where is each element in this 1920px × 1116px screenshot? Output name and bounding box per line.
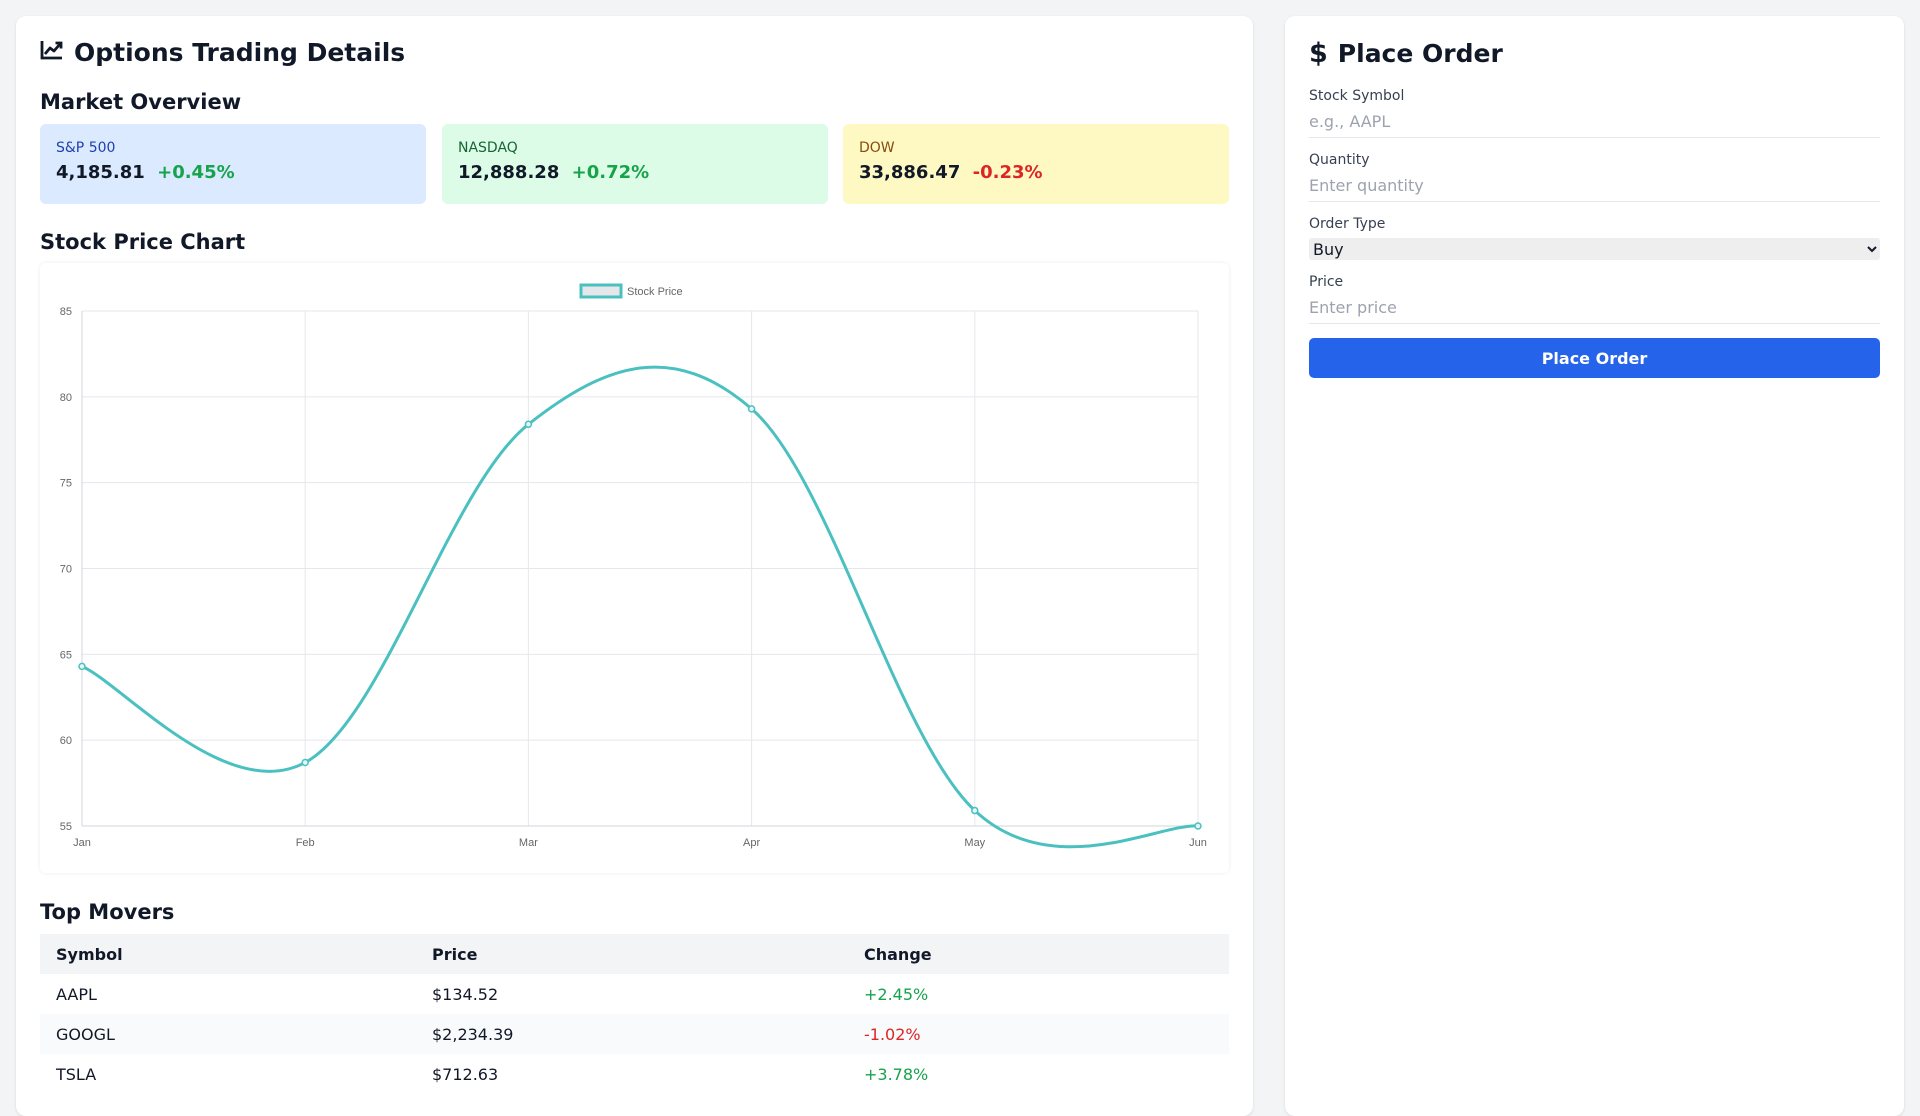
- page-title: Options Trading Details: [40, 38, 405, 67]
- column-header-price[interactable]: Price: [416, 934, 848, 974]
- x-tick-label: May: [964, 837, 985, 849]
- place-order-title: $ Place Order: [1309, 38, 1503, 69]
- symbol-label: Stock Symbol: [1309, 88, 1405, 104]
- top-movers-table: Symbol Price Change AAPL $134.52 +2.45% …: [40, 934, 1229, 1094]
- x-tick-label: Mar: [519, 837, 538, 849]
- order-type-label: Order Type: [1309, 216, 1386, 232]
- index-name: S&P 500: [56, 140, 116, 156]
- chart-line-icon: [40, 38, 64, 67]
- price-cell: $712.63: [432, 1064, 499, 1084]
- stock-price-chart-svg: 55 60 65 70 75 80 85 Jan Feb Mar Apr May Jun Stock Pr…: [60, 283, 1207, 849]
- x-tick-label: Jan: [73, 837, 91, 849]
- y-tick-label: 70: [60, 564, 72, 576]
- y-tick-label: 65: [60, 649, 72, 661]
- stock-price-chart[interactable]: 55 60 65 70 75 80 85 Jan Feb Mar Apr May Jun Stock Pr…: [40, 263, 1229, 873]
- order-form: Stock Symbol Quantity Order Type Buy Pri…: [1309, 88, 1880, 378]
- column-header-symbol[interactable]: Symbol: [40, 934, 416, 974]
- stock-symbol-input[interactable]: [1309, 110, 1880, 138]
- change-cell: +3.78%: [864, 1064, 929, 1084]
- index-name: DOW: [859, 140, 895, 156]
- index-change: +0.72%: [571, 162, 650, 183]
- market-overview-cards: S&P 500 4,185.81 +0.45% NASDAQ 12,888.28…: [40, 124, 1229, 204]
- y-tick-label: 75: [60, 478, 72, 490]
- chart-title: Stock Price Chart: [40, 230, 246, 254]
- index-name: NASDAQ: [458, 140, 518, 156]
- place-order-title-text: Place Order: [1337, 39, 1503, 68]
- x-tick-label: Jun: [1189, 837, 1207, 849]
- change-cell: +2.45%: [864, 984, 929, 1004]
- page-title-text: Options Trading Details: [74, 38, 406, 67]
- price-cell: $2,234.39: [416, 1014, 848, 1054]
- data-point: [1194, 822, 1202, 830]
- quantity-label: Quantity: [1309, 152, 1370, 168]
- place-order-panel: $ Place Order Stock Symbol Quantity Orde…: [1285, 16, 1904, 1116]
- table-row[interactable]: AAPL $134.52 +2.45%: [40, 974, 1229, 1014]
- y-tick-label: 60: [60, 735, 72, 747]
- data-point: [747, 405, 756, 413]
- table-header-row: Symbol Price Change: [40, 934, 1229, 974]
- place-order-button[interactable]: Place Order: [1309, 338, 1880, 378]
- y-tick-label: 55: [60, 821, 72, 833]
- x-tick-label: Apr: [743, 837, 760, 849]
- index-change: -0.23%: [972, 162, 1043, 183]
- price-field-group: Price: [1309, 274, 1880, 324]
- data-point: [971, 806, 979, 815]
- table-row[interactable]: GOOGL $2,234.39 -1.02%: [40, 1014, 1229, 1054]
- price-label: Price: [1309, 274, 1344, 290]
- top-movers-title: Top Movers: [40, 900, 175, 924]
- symbol-cell: AAPL: [56, 984, 97, 1004]
- price-cell: $134.52: [432, 984, 499, 1004]
- symbol-cell: TSLA: [56, 1064, 97, 1084]
- index-card-sp500: S&P 500 4,185.81 +0.45%: [40, 124, 426, 204]
- y-tick-label: 85: [60, 306, 72, 318]
- price-input[interactable]: [1309, 296, 1880, 324]
- data-point: [78, 662, 86, 671]
- index-change: +0.45%: [157, 162, 235, 183]
- data-point: [301, 758, 309, 767]
- table-row[interactable]: TSLA $712.63 +3.78%: [40, 1054, 1229, 1094]
- legend-label: Stock Price: [627, 286, 683, 298]
- index-card-nasdaq: NASDAQ 12,888.28 +0.72%: [442, 124, 828, 204]
- symbol-field-group: Stock Symbol: [1309, 88, 1880, 138]
- order-type-field-group: Order Type Buy: [1309, 216, 1880, 260]
- y-tick-label: 80: [60, 392, 72, 404]
- symbol-cell: GOOGL: [40, 1014, 416, 1054]
- data-point: [524, 420, 533, 429]
- options-details-panel: Options Trading Details Market Overview …: [16, 16, 1253, 1116]
- change-cell: -1.02%: [848, 1014, 1229, 1054]
- quantity-field-group: Quantity: [1309, 152, 1880, 202]
- x-tick-label: Feb: [296, 837, 315, 849]
- index-card-dow: DOW 33,886.47 -0.23%: [843, 124, 1229, 204]
- index-value: 4,185.81: [56, 162, 145, 183]
- quantity-input[interactable]: [1309, 174, 1880, 202]
- legend-swatch: [579, 283, 623, 299]
- market-overview-title: Market Overview: [40, 90, 242, 114]
- index-value: 12,888.28: [458, 162, 560, 183]
- column-header-change[interactable]: Change: [848, 934, 1229, 974]
- index-value: 33,886.47: [859, 162, 961, 183]
- dollar-icon: $: [1309, 38, 1328, 69]
- order-type-select[interactable]: Buy: [1309, 238, 1880, 260]
- series-line-stock-price: [81, 365, 1199, 849]
